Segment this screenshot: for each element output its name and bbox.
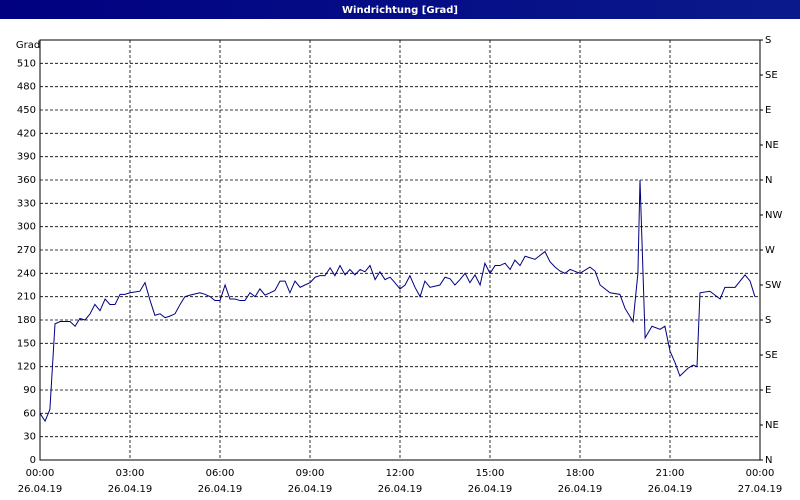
- y2-tick-label: SW: [765, 280, 781, 291]
- y-tick-label: 90: [23, 385, 36, 396]
- y2-tick-label: E: [765, 385, 771, 396]
- x-tick-label: 09:00: [296, 468, 325, 479]
- x-tick-label: 06:00: [206, 468, 235, 479]
- y-tick-label: 480: [17, 82, 36, 93]
- y-tick-label: 60: [23, 408, 36, 419]
- x-tick-date: 26.04.19: [378, 484, 423, 495]
- x-tick-label: 15:00: [476, 468, 505, 479]
- y-tick-label: 360: [17, 175, 36, 186]
- x-tick-label: 00:00: [746, 468, 775, 479]
- x-tick-date: 26.04.19: [648, 484, 693, 495]
- y-tick-label: 420: [17, 128, 36, 139]
- x-tick-date: 26.04.19: [18, 484, 63, 495]
- y2-tick-label: SE: [765, 70, 778, 81]
- y-tick-label: 390: [17, 152, 36, 163]
- x-tick-date: 26.04.19: [198, 484, 243, 495]
- y2-tick-label: N: [765, 175, 772, 186]
- y-tick-label: 300: [17, 222, 36, 233]
- x-tick-label: 12:00: [386, 468, 415, 479]
- y2-tick-label: NW: [765, 210, 782, 221]
- y-tick-label: 180: [17, 315, 36, 326]
- chart-title: Windrichtung [Grad]: [342, 5, 458, 16]
- x-tick-label: 00:00: [26, 468, 55, 479]
- y-tick-label: 240: [17, 268, 36, 279]
- title-bar: [0, 0, 800, 19]
- y2-tick-label: NE: [765, 420, 779, 431]
- y2-tick-label: S: [765, 35, 771, 46]
- y-tick-label: 450: [17, 105, 36, 116]
- y-tick-label: 30: [23, 432, 36, 443]
- y-tick-label: 330: [17, 198, 36, 209]
- x-tick-label: 21:00: [656, 468, 685, 479]
- x-tick-date: 26.04.19: [558, 484, 603, 495]
- x-tick-date: 26.04.19: [288, 484, 333, 495]
- x-tick-date: 27.04.19: [738, 484, 783, 495]
- y2-tick-label: NE: [765, 140, 779, 151]
- y-axis-label: Grad: [16, 40, 40, 51]
- x-tick-label: 03:00: [116, 468, 145, 479]
- y-tick-label: 210: [17, 292, 36, 303]
- y2-tick-label: N: [765, 455, 772, 466]
- x-tick-label: 18:00: [566, 468, 595, 479]
- y-tick-label: 150: [17, 338, 36, 349]
- y2-tick-label: E: [765, 105, 771, 116]
- data-line: [39, 179, 756, 423]
- y2-tick-label: SE: [765, 350, 778, 361]
- y2-tick-label: W: [765, 245, 775, 256]
- y2-tick-label: S: [765, 315, 771, 326]
- y-tick-label: 270: [17, 245, 36, 256]
- y-tick-label: 120: [17, 362, 36, 373]
- x-tick-date: 26.04.19: [468, 484, 513, 495]
- x-tick-date: 26.04.19: [108, 484, 153, 495]
- y-tick-label: 510: [17, 58, 36, 69]
- y-tick-label: 0: [30, 455, 36, 466]
